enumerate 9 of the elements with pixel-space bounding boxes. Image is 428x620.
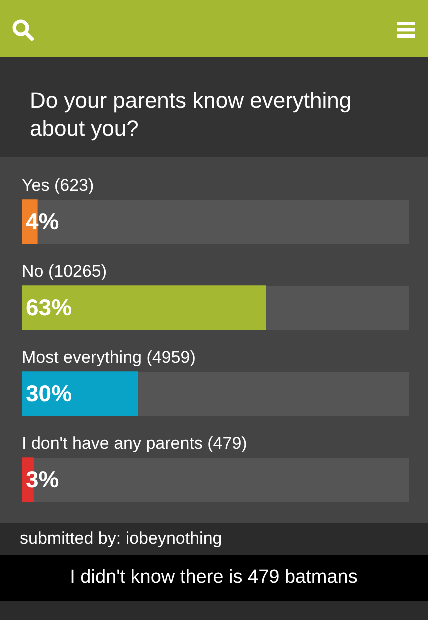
- chart-title: Do your parents know everything about you?: [0, 57, 428, 157]
- y-tick-label: No (10265): [22, 262, 108, 282]
- data-label: 63%: [26, 294, 72, 320]
- text: I didn't know there is 479 batmans: [0, 555, 428, 601]
- y-tick-label: Yes (623): [22, 176, 94, 196]
- y-tick-label: I don't have any parents (479): [22, 434, 248, 454]
- text: submitted by: iobeynothing: [0, 523, 428, 555]
- data-label: 30%: [26, 380, 72, 406]
- y-tick-label: Most everything (4959): [22, 348, 196, 368]
